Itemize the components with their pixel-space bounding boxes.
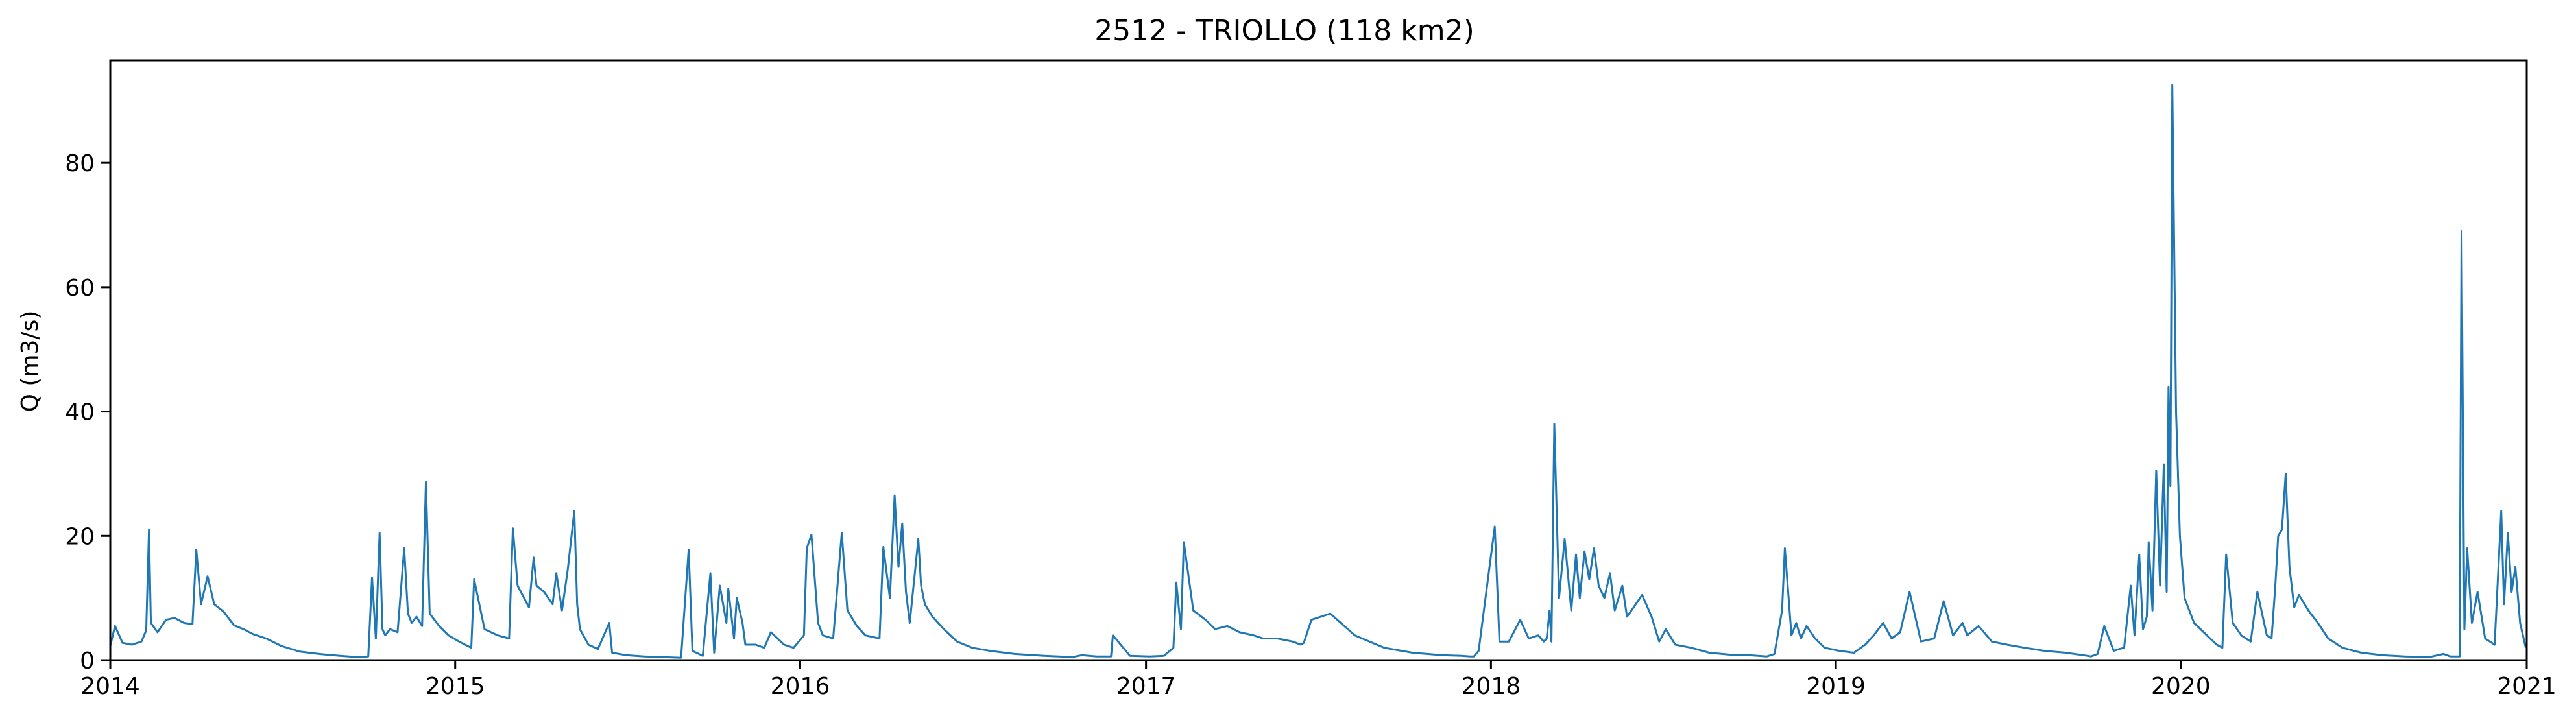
series-layer [109, 84, 2527, 659]
x-tick-label: 2014 [80, 673, 140, 700]
y-tick-label: 80 [65, 150, 95, 177]
x-tick-label: 2015 [426, 673, 485, 700]
x-tick-label: 2017 [1116, 673, 1176, 700]
discharge-series-line [109, 84, 2527, 659]
y-tick-label: 20 [65, 523, 95, 550]
x-tick-label: 2021 [2497, 673, 2557, 700]
y-axis-ticks: 0 20 40 60 80 [65, 150, 110, 674]
y-tick-label: 60 [65, 275, 95, 302]
y-tick-label: 40 [65, 399, 95, 426]
x-tick-label: 2018 [1462, 673, 1521, 700]
chart-title: 2512 - TRIOLLO (118 km2) [1094, 14, 1475, 47]
x-tick-label: 2019 [1806, 673, 1866, 700]
x-tick-label: 2016 [771, 673, 830, 700]
plot-frame [109, 59, 2528, 661]
y-tick-label: 0 [80, 648, 95, 674]
x-axis-ticks: 2014 2015 2016 2017 2018 2019 2020 2021 [80, 660, 2557, 700]
x-tick-label: 2020 [2151, 673, 2211, 700]
y-axis-label: Q (m3/s) [17, 311, 43, 412]
